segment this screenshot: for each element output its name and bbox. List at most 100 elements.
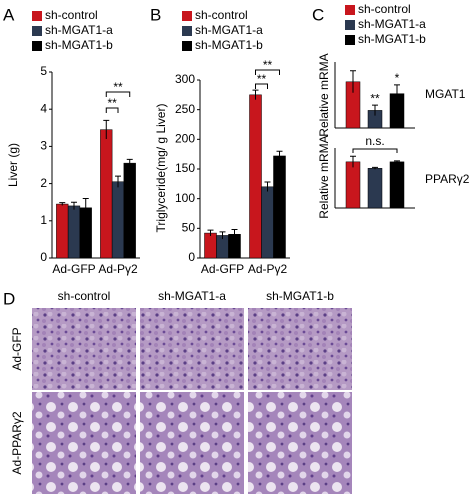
legend-label: sh-MGAT1-b — [195, 38, 263, 52]
significance-bracket — [255, 83, 268, 89]
histology-image — [248, 392, 352, 494]
bar — [111, 181, 125, 259]
y-tick-label: 250 — [175, 102, 195, 116]
error-bar — [115, 175, 121, 188]
legend-swatch — [32, 41, 42, 51]
legend-label: sh-control — [195, 8, 248, 22]
bar — [67, 205, 81, 259]
error-bar — [219, 231, 226, 240]
y-axis-label: Relative mRMA — [317, 135, 331, 218]
legend-swatch — [32, 11, 42, 21]
significance-bracket — [255, 69, 280, 75]
y-tick-label: 5 — [40, 64, 47, 78]
y-tick-label: 150 — [175, 161, 195, 175]
column-label: sh-MGAT1-b — [266, 289, 334, 303]
bar — [123, 162, 136, 259]
y-tick-label: 200 — [175, 132, 195, 146]
legend-swatch — [345, 35, 355, 45]
significance-label: ** — [107, 96, 117, 110]
significance-label: ** — [257, 72, 267, 86]
row-label: Ad-PPARγ2 — [10, 411, 24, 474]
y-tick-label: 4 — [40, 101, 47, 115]
row-label: Ad-GFP — [10, 327, 24, 370]
bar — [261, 186, 274, 259]
bar — [389, 161, 405, 209]
significance-label: ** — [370, 91, 380, 105]
legend-label: sh-MGAT1-a — [45, 23, 113, 37]
bar — [100, 129, 113, 259]
y-tick-label: 2 — [40, 176, 47, 190]
error-bar — [103, 119, 110, 139]
error-bar — [252, 89, 259, 100]
error-bar — [264, 181, 271, 192]
panel-letter: B — [150, 5, 161, 24]
bar — [249, 94, 262, 259]
bar — [56, 203, 69, 259]
bar — [204, 232, 217, 259]
x-tick-label: Ad-Pγ2 — [98, 262, 138, 276]
y-tick-label: 50 — [182, 221, 196, 235]
y-tick-label: 300 — [175, 72, 195, 86]
error-bar — [82, 197, 89, 218]
histology-image — [32, 308, 136, 390]
panel-letter: C — [312, 5, 324, 24]
significance-bracket — [105, 91, 131, 97]
bar — [367, 168, 383, 209]
histology-image — [248, 308, 352, 390]
legend-label: sh-MGAT1-a — [195, 23, 263, 37]
legend-label: sh-MGAT1-a — [358, 17, 426, 31]
significance-label: ** — [113, 80, 123, 94]
legend-label: sh-control — [45, 8, 98, 22]
column-label: sh-control — [58, 289, 111, 303]
error-bar — [372, 166, 378, 170]
legend-label: sh-MGAT1-b — [358, 32, 426, 46]
histology-image — [32, 392, 136, 494]
significance-label: n.s. — [365, 134, 384, 148]
legend-swatch — [182, 11, 192, 21]
error-bar — [126, 158, 133, 167]
error-bar — [207, 229, 214, 237]
significance-bracket — [352, 148, 398, 153]
error-bar — [394, 84, 400, 103]
bar — [273, 155, 286, 259]
error-bar — [71, 201, 77, 210]
panel-letter: D — [3, 289, 15, 308]
y-tick-label: 1 — [40, 213, 47, 227]
histology-image — [140, 308, 244, 390]
gene-label: PPARγ2 — [425, 172, 470, 186]
y-tick-label: 0 — [40, 250, 47, 264]
y-axis-label: Liver (g) — [6, 143, 20, 187]
y-axis-label: Triglyceride(mg/ g Liver) — [154, 104, 168, 233]
error-bar — [350, 70, 356, 93]
legend-swatch — [182, 41, 192, 51]
x-tick-label: Ad-GFP — [201, 262, 244, 276]
error-bar — [59, 202, 66, 206]
legend-swatch — [345, 5, 355, 15]
y-axis-label: Relative mRMA — [317, 53, 331, 136]
panel-letter: A — [3, 5, 15, 24]
column-label: sh-MGAT1-a — [158, 289, 226, 303]
error-bar — [350, 155, 356, 168]
y-tick-label: 0 — [188, 250, 195, 264]
significance-bracket — [105, 107, 119, 113]
error-bar — [394, 160, 400, 163]
significance-label: * — [395, 71, 400, 85]
bar — [345, 161, 361, 209]
x-tick-label: Ad-GFP — [52, 262, 95, 276]
histology-image — [140, 392, 244, 494]
error-bar — [231, 229, 238, 240]
significance-label: ** — [263, 58, 273, 72]
error-bar — [372, 104, 378, 116]
legend-label: sh-control — [358, 2, 411, 16]
y-tick-label: 3 — [40, 139, 47, 153]
x-tick-label: Ad-Pγ2 — [248, 262, 288, 276]
y-tick-label: 100 — [175, 191, 195, 205]
error-bar — [276, 150, 283, 161]
gene-label: MGAT1 — [425, 87, 466, 101]
legend-swatch — [32, 26, 42, 36]
legend-swatch — [345, 20, 355, 30]
legend-label: sh-MGAT1-b — [45, 38, 113, 52]
legend-swatch — [182, 26, 192, 36]
